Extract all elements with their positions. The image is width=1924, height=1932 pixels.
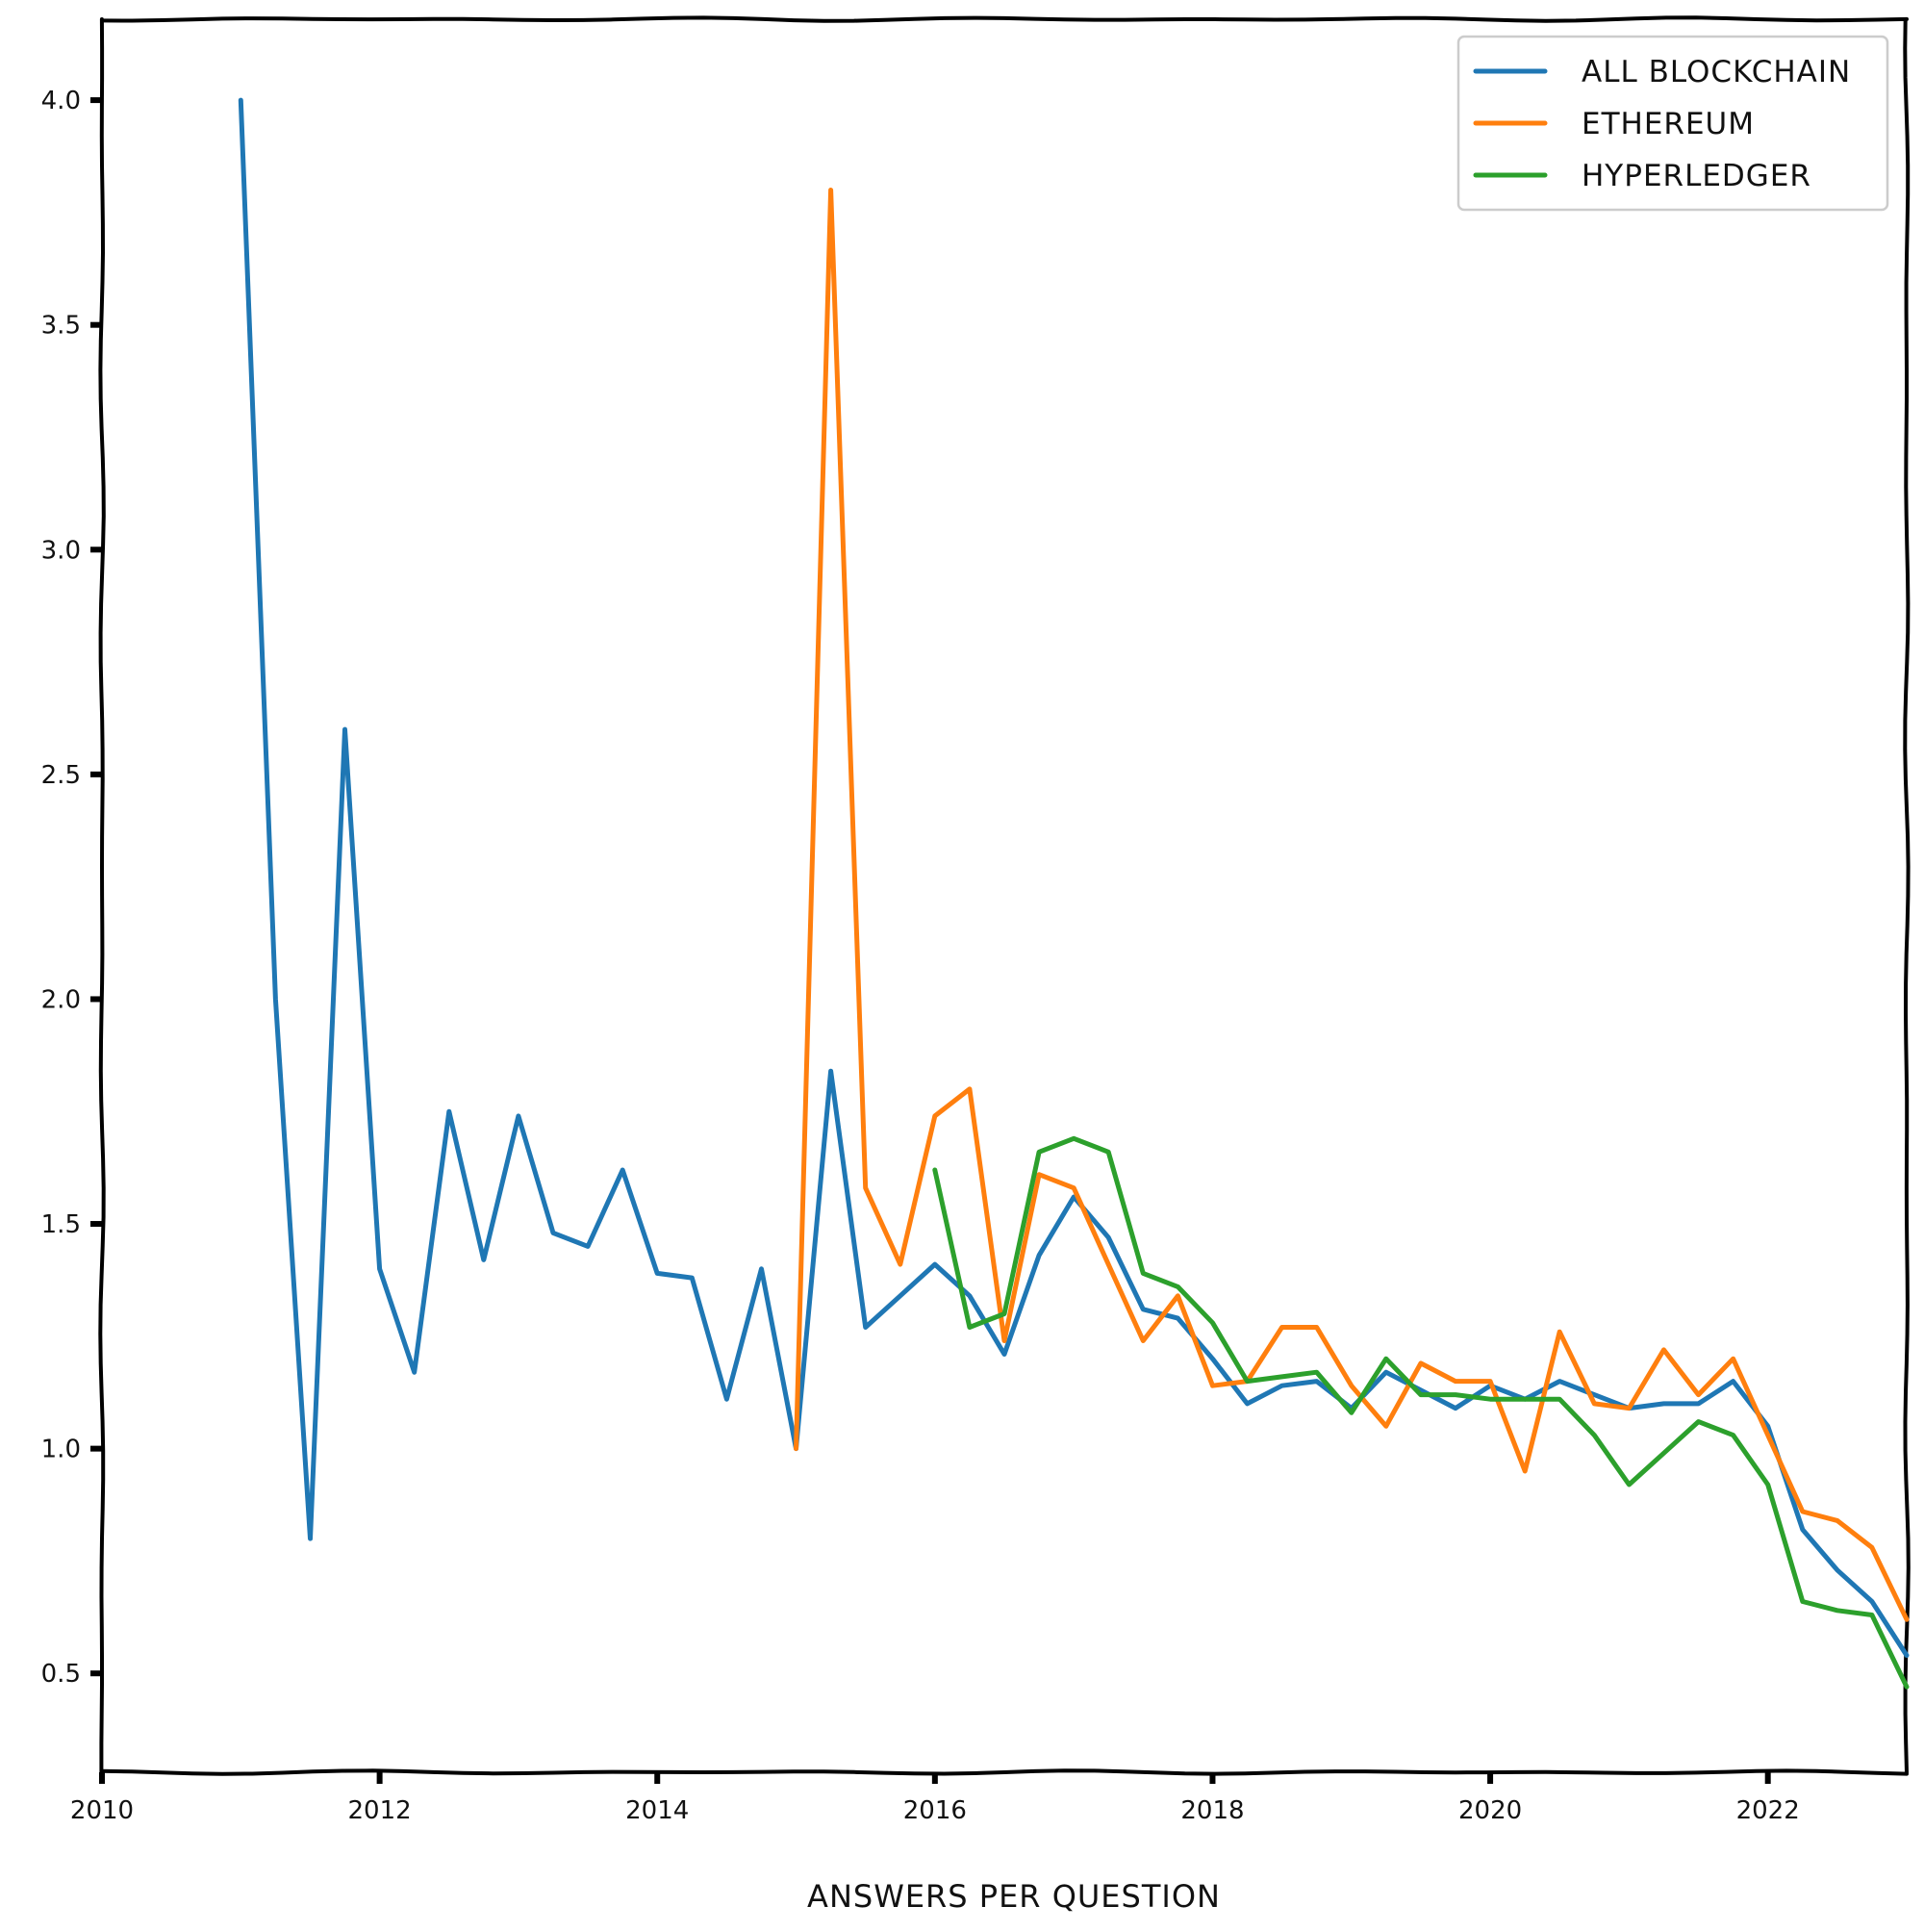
series-line-hyperledger — [932, 1135, 1910, 1690]
series-layer — [238, 97, 1910, 1690]
legend-label: ETHEREUM — [1582, 107, 1755, 141]
series-line-ethereum — [794, 188, 1910, 1622]
x-tick-label: 2014 — [625, 1796, 689, 1825]
y-tick-label: 1.5 — [41, 1210, 81, 1239]
legend-box — [1456, 35, 1889, 212]
frame-right — [1903, 17, 1911, 1774]
frame-bottom — [100, 1768, 1909, 1776]
y-tick-label: 4.0 — [41, 87, 81, 115]
x-axis-title: ANSWERS PER QUESTION — [807, 1878, 1221, 1915]
y-tick-label: 0.5 — [41, 1660, 81, 1689]
x-tick-label: 2010 — [70, 1796, 134, 1825]
legend-label: HYPERLEDGER — [1582, 159, 1811, 193]
x-tick-label: 2020 — [1458, 1796, 1522, 1825]
y-tick-label: 1.0 — [41, 1436, 81, 1464]
legend-label: ALL BLOCKCHAIN — [1582, 55, 1851, 89]
series-line-all-blockchain — [238, 97, 1910, 1658]
legend: ALL BLOCKCHAIN ETHEREUM HYPERLEDGER — [1456, 35, 1889, 212]
y-tick-label: 2.0 — [41, 985, 81, 1014]
x-axis: 2010 2012 2014 2016 2018 2020 2022 — [70, 1772, 1800, 1825]
x-tick-label: 2016 — [903, 1796, 967, 1825]
y-axis: 0.5 1.0 1.5 2.0 2.5 3.0 3.5 4.0 — [41, 87, 102, 1689]
frame-left — [98, 17, 106, 1774]
x-tick-label: 2012 — [348, 1796, 412, 1825]
y-tick-label: 2.5 — [41, 761, 81, 790]
x-tick-label: 2022 — [1736, 1796, 1800, 1825]
y-tick-label: 3.5 — [41, 312, 81, 341]
plot-frame — [98, 15, 1911, 1776]
y-tick-label: 3.0 — [41, 536, 81, 565]
x-tick-label: 2018 — [1180, 1796, 1244, 1825]
frame-top — [100, 15, 1909, 23]
